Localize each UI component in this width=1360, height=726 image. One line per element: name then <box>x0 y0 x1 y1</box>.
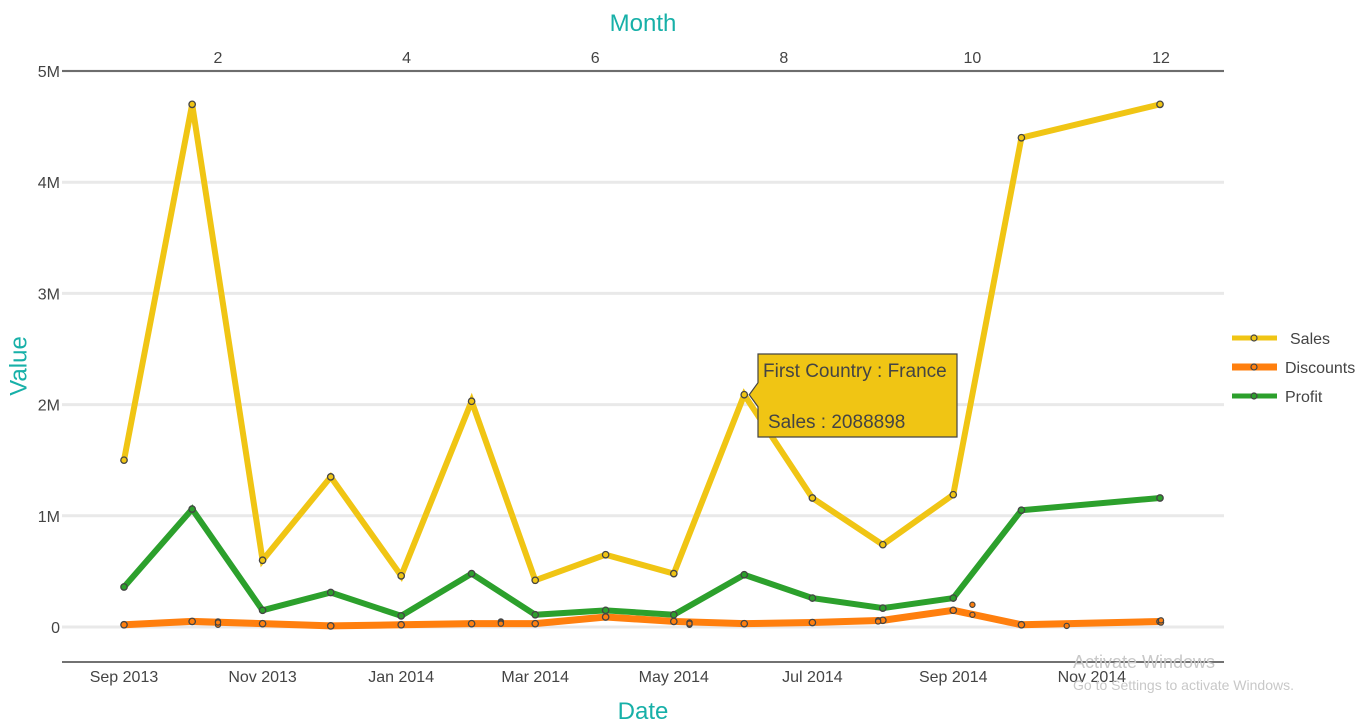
top-x-axis-title: Month <box>610 10 677 37</box>
data-point-sales[interactable] <box>808 494 817 502</box>
series-markers[interactable] <box>120 100 1165 630</box>
data-point-profit[interactable] <box>258 606 267 615</box>
data-point-profit[interactable] <box>1156 494 1164 502</box>
watermark-subtitle: Go to Settings to activate Windows. <box>1073 677 1294 693</box>
data-point-profit[interactable] <box>878 604 887 612</box>
month-axis-point[interactable] <box>874 618 882 625</box>
x2-tick-label: 6 <box>591 50 600 67</box>
data-point-discounts[interactable] <box>601 613 610 621</box>
legend-label: Discounts <box>1285 360 1355 377</box>
hover-tooltip: First Country : France Sales : 2088898 <box>748 353 958 438</box>
legend[interactable]: Sales Discounts Profit <box>1232 331 1355 406</box>
legend-marker <box>1250 334 1258 342</box>
data-point-discounts[interactable] <box>467 619 476 628</box>
data-point-profit[interactable] <box>467 569 476 578</box>
x-tick-label: Nov 2014 <box>1058 669 1127 686</box>
data-point-profit[interactable] <box>601 606 610 615</box>
data-point-profit[interactable] <box>949 594 958 602</box>
x2-tick-label: 10 <box>964 50 982 67</box>
data-point-sales[interactable] <box>397 571 406 580</box>
x2-tick-label: 12 <box>1152 50 1170 67</box>
month-axis-point[interactable] <box>1063 622 1070 630</box>
data-point-discounts[interactable] <box>397 620 406 629</box>
data-point-discounts[interactable] <box>120 620 128 629</box>
watermark-title: Activate Windows <box>1073 652 1215 672</box>
x-tick-label: Nov 2013 <box>228 669 297 686</box>
data-point-sales[interactable] <box>188 100 197 109</box>
x2-tick-label: 2 <box>214 50 223 67</box>
data-point-sales[interactable] <box>467 397 476 406</box>
data-point-profit[interactable] <box>740 570 749 579</box>
data-point-sales[interactable] <box>1017 133 1026 142</box>
data-point-sales[interactable] <box>1156 100 1164 109</box>
x-tick-label: Sep 2014 <box>919 669 988 686</box>
x-axis-title: Date <box>618 698 669 725</box>
legend-item-discounts[interactable]: Discounts <box>1232 360 1355 377</box>
month-axis-point[interactable] <box>497 620 505 627</box>
data-point-sales[interactable] <box>531 576 540 585</box>
y-tick-label: 3M <box>38 286 60 303</box>
month-axis-point[interactable] <box>969 601 976 608</box>
legend-label: Profit <box>1285 389 1323 406</box>
data-point-sales[interactable] <box>669 569 678 578</box>
legend-marker <box>1250 363 1258 371</box>
data-point-sales[interactable] <box>878 540 887 549</box>
data-point-sales[interactable] <box>326 473 335 481</box>
y-tick-label: 4M <box>38 175 60 192</box>
data-point-discounts[interactable] <box>258 619 267 628</box>
data-point-profit[interactable] <box>120 583 128 591</box>
x-tick-label: Sep 2013 <box>90 669 159 686</box>
data-point-profit[interactable] <box>188 505 197 513</box>
y-tick-label: 0 <box>51 620 60 637</box>
y-tick-labels: 0 1M 2M 3M 4M 5M <box>38 64 60 637</box>
data-point-profit[interactable] <box>397 612 406 620</box>
x2-tick-label: 4 <box>402 50 411 67</box>
gridlines <box>62 69 1224 629</box>
data-point-profit[interactable] <box>808 594 817 602</box>
legend-item-profit[interactable]: Profit <box>1232 389 1323 406</box>
data-point-sales[interactable] <box>601 550 610 559</box>
data-point-discounts[interactable] <box>949 606 958 615</box>
data-point-discounts[interactable] <box>326 622 335 630</box>
x-tick-label: Jan 2014 <box>368 669 434 686</box>
tooltip-line-1: First Country : France <box>763 361 947 382</box>
legend-marker <box>1250 392 1258 400</box>
legend-label: Sales <box>1290 331 1330 348</box>
data-point-sales[interactable] <box>258 556 267 565</box>
x-tick-label: Jul 2014 <box>782 669 843 686</box>
month-axis-point[interactable] <box>969 611 976 618</box>
data-point-discounts[interactable] <box>1017 620 1026 629</box>
y-tick-label: 5M <box>38 64 60 81</box>
data-point-discounts[interactable] <box>808 618 817 627</box>
data-point-discounts[interactable] <box>740 619 749 628</box>
month-axis-point[interactable] <box>686 620 693 627</box>
data-point-discounts[interactable] <box>531 619 540 628</box>
tooltip-line-2: Sales : 2088898 <box>768 412 905 433</box>
data-point-sales[interactable] <box>740 390 749 399</box>
y-tick-label: 1M <box>38 509 60 526</box>
month-axis-point[interactable] <box>214 619 222 626</box>
tooltip-box <box>748 353 958 438</box>
data-point-profit[interactable] <box>669 610 678 619</box>
x2-tick-label: 8 <box>779 50 788 67</box>
y-tick-label: 2M <box>38 398 60 415</box>
data-point-sales[interactable] <box>949 490 958 499</box>
y-axis-title: Value <box>5 336 32 396</box>
data-point-sales[interactable] <box>120 456 128 465</box>
data-point-profit[interactable] <box>531 610 540 619</box>
data-point-profit[interactable] <box>1017 506 1026 515</box>
x-tick-labels: Sep 2013 Nov 2013 Jan 2014 Mar 2014 May 2014… <box>90 669 1126 686</box>
data-point-discounts[interactable] <box>188 617 197 626</box>
month-axis-point[interactable] <box>1157 617 1165 624</box>
data-point-profit[interactable] <box>326 588 335 597</box>
series-line-sales[interactable] <box>121 101 1161 585</box>
legend-item-sales[interactable]: Sales <box>1232 331 1330 348</box>
data-point-discounts[interactable] <box>669 617 678 626</box>
x-tick-label: Mar 2014 <box>501 669 569 686</box>
x-tick-label: May 2014 <box>639 669 709 686</box>
x2-tick-labels: 2 4 6 8 10 12 <box>214 50 1170 67</box>
